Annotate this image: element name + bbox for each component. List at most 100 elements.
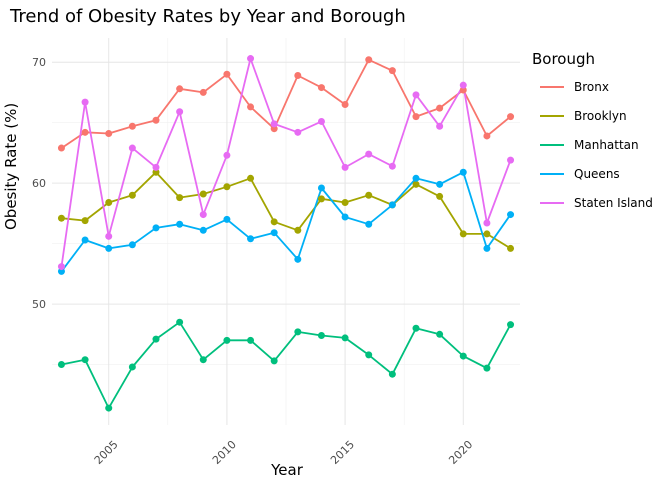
point-manhattan (81, 356, 89, 364)
point-staten-island (81, 98, 89, 106)
point-brooklyn (483, 230, 491, 238)
point-queens (317, 184, 325, 192)
point-manhattan (199, 356, 207, 364)
point-staten-island (317, 117, 325, 125)
point-queens (388, 201, 396, 209)
point-bronx (152, 116, 160, 124)
point-manhattan (152, 335, 160, 343)
point-bronx (223, 70, 231, 78)
point-bronx (483, 132, 491, 140)
point-brooklyn (223, 183, 231, 191)
point-brooklyn (317, 195, 325, 203)
point-manhattan (176, 318, 184, 326)
point-bronx (57, 144, 65, 152)
y-tick-label: 50 (32, 298, 46, 311)
point-bronx (412, 113, 420, 121)
point-bronx (128, 122, 136, 130)
legend: Borough Bronx Brooklyn Manhattan Queens Stat… (532, 50, 653, 217)
point-queens (507, 211, 515, 219)
point-staten-island (152, 163, 160, 171)
point-manhattan (57, 361, 65, 369)
point-staten-island (270, 120, 278, 128)
point-staten-island (483, 219, 491, 227)
point-manhattan (507, 321, 515, 329)
legend-title: Borough (532, 50, 596, 68)
y-tick-label: 60 (32, 177, 46, 190)
point-staten-island (507, 156, 515, 164)
point-brooklyn (294, 226, 302, 234)
point-queens (105, 244, 113, 252)
point-staten-island (223, 151, 231, 159)
point-manhattan (317, 332, 325, 340)
point-queens (270, 229, 278, 237)
point-queens (436, 180, 444, 188)
point-queens (341, 213, 349, 221)
point-staten-island (294, 128, 302, 136)
point-brooklyn (199, 190, 207, 198)
legend-key-manhattan (532, 133, 568, 157)
point-queens (57, 267, 65, 275)
point-queens (247, 235, 255, 243)
point-brooklyn (152, 168, 160, 176)
point-brooklyn (176, 194, 184, 202)
point-staten-island (459, 81, 467, 89)
series-lines (60, 57, 512, 409)
point-brooklyn (436, 192, 444, 200)
point-bronx (294, 71, 302, 79)
point-bronx (81, 128, 89, 136)
point-staten-island (176, 108, 184, 116)
legend-key-queens (532, 162, 568, 186)
point-queens (459, 168, 467, 176)
point-brooklyn (57, 214, 65, 222)
point-staten-island (57, 263, 65, 271)
y-axis-title: Obesity Rate (%) (2, 102, 20, 230)
point-brooklyn (105, 198, 113, 206)
legend-key-staten-island (532, 191, 568, 215)
point-queens (199, 226, 207, 234)
legend-label: Brooklyn (574, 108, 627, 123)
point-staten-island (412, 91, 420, 99)
grid-lines (52, 38, 520, 425)
x-tick-label: 2010 (210, 438, 239, 467)
point-bronx (341, 101, 349, 109)
x-tick-label: 2005 (92, 438, 121, 467)
point-bronx (176, 85, 184, 93)
point-brooklyn (459, 230, 467, 238)
point-queens (152, 224, 160, 232)
point-queens (365, 220, 373, 228)
point-bronx (199, 88, 207, 96)
point-queens (483, 244, 491, 252)
legend-item-brooklyn: Brooklyn (532, 101, 653, 130)
legend-key-bronx (532, 75, 568, 99)
point-brooklyn (128, 191, 136, 199)
point-staten-island (436, 122, 444, 130)
point-bronx (105, 130, 113, 138)
point-bronx (365, 56, 373, 64)
point-bronx (270, 125, 278, 133)
point-manhattan (294, 328, 302, 336)
point-queens (294, 255, 302, 263)
point-queens (412, 174, 420, 182)
x-axis-title: Year (271, 461, 303, 479)
point-brooklyn (412, 180, 420, 188)
point-staten-island (128, 144, 136, 152)
point-manhattan (247, 336, 255, 344)
point-staten-island (388, 162, 396, 170)
legend-label: Staten Island (574, 195, 653, 210)
point-brooklyn (365, 191, 373, 199)
point-bronx (459, 86, 467, 94)
y-tick-label: 70 (32, 56, 46, 69)
point-staten-island (105, 232, 113, 240)
point-bronx (507, 113, 515, 121)
point-manhattan (341, 334, 349, 342)
point-staten-island (341, 163, 349, 171)
legend-key-brooklyn (532, 104, 568, 128)
legend-item-staten-island: Staten Island (532, 188, 653, 217)
legend-item-manhattan: Manhattan (532, 130, 653, 159)
point-brooklyn (81, 217, 89, 225)
x-tick-label: 2020 (446, 438, 475, 467)
point-manhattan (105, 404, 113, 412)
point-brooklyn (270, 218, 278, 226)
legend-item-bronx: Bronx (532, 72, 653, 101)
